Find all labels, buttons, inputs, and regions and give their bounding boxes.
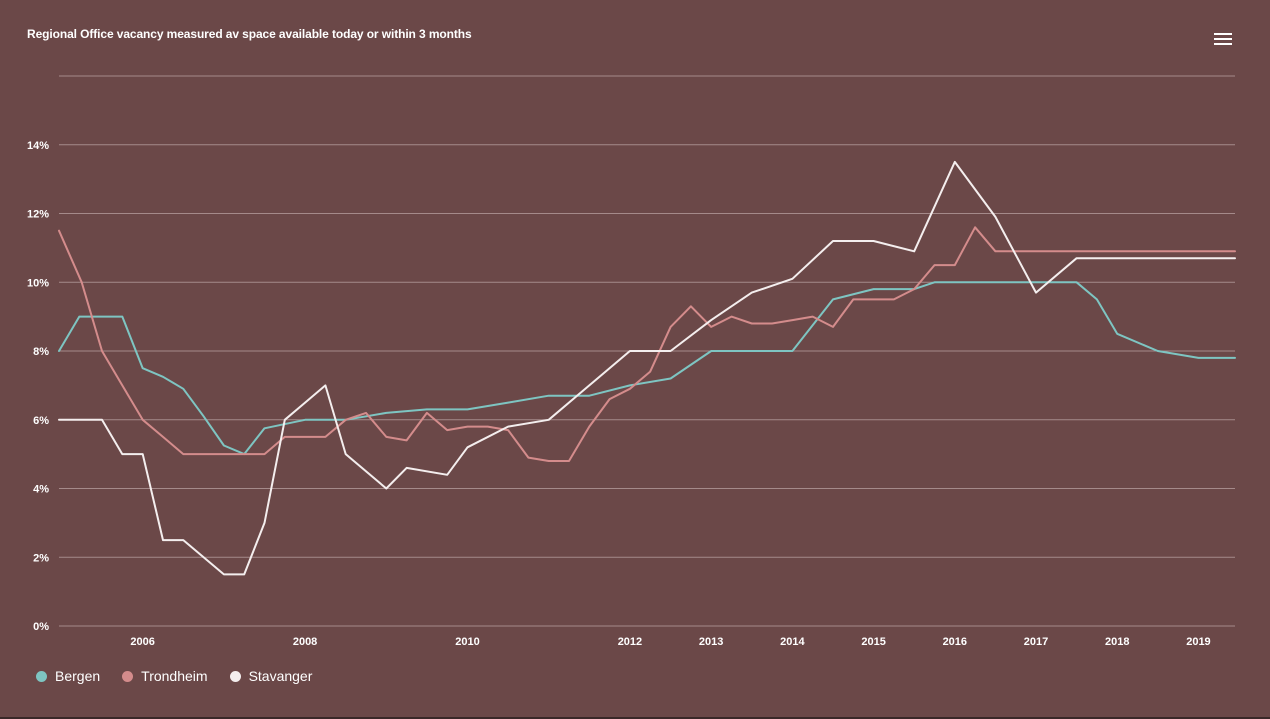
x-tick-label: 2008 <box>293 636 317 648</box>
legend-swatch-stavanger <box>229 670 241 682</box>
x-tick-label: 2014 <box>780 636 805 648</box>
x-tick-label: 2013 <box>699 636 723 648</box>
menu-bar-bottom <box>1214 43 1232 45</box>
legend-label-bergen: Bergen <box>55 668 101 684</box>
legend-swatch-bergen <box>36 670 47 682</box>
y-tick-label: 0% <box>33 621 49 633</box>
y-tick-label: 8% <box>33 346 49 358</box>
series-line-trondheim <box>58 226 1236 462</box>
series-line-bergen <box>58 281 1236 456</box>
legend-item-trondheim[interactable]: Trondheim <box>122 668 208 684</box>
x-tick-label: 2012 <box>618 636 642 648</box>
legend-item-stavanger[interactable]: Stavanger <box>229 668 313 684</box>
menu-bar-top <box>1214 33 1232 35</box>
x-tick-label: 2015 <box>861 636 885 648</box>
legend-label-trondheim: Trondheim <box>141 668 208 684</box>
y-tick-label: 2% <box>33 552 49 564</box>
x-tick-label: 2018 <box>1105 636 1129 648</box>
legend-label-stavanger: Stavanger <box>248 668 313 684</box>
series-line-stavanger <box>58 160 1236 576</box>
y-tick-label: 6% <box>33 415 49 427</box>
menu-bar-middle <box>1214 38 1232 40</box>
legend-swatch-trondheim <box>122 670 134 682</box>
y-tick-label: 4% <box>33 484 49 496</box>
y-tick-label: 14% <box>27 140 49 152</box>
x-tick-label: 2019 <box>1186 636 1210 648</box>
bottom-border <box>0 717 1270 719</box>
y-tick-label: 12% <box>27 209 49 221</box>
x-tick-label: 2010 <box>455 636 479 648</box>
y-tick-label: 10% <box>27 277 49 289</box>
x-tick-label: 2016 <box>943 636 967 648</box>
chart-title: Regional Office vacancy measured av spac… <box>27 27 472 41</box>
x-tick-label: 2017 <box>1024 636 1048 648</box>
legend-item-bergen[interactable]: Bergen <box>36 668 100 684</box>
x-tick-label: 2006 <box>130 636 154 648</box>
chart-legend: Bergen Trondheim Stavanger <box>36 668 312 684</box>
hamburger-menu-icon[interactable] <box>1212 30 1234 50</box>
